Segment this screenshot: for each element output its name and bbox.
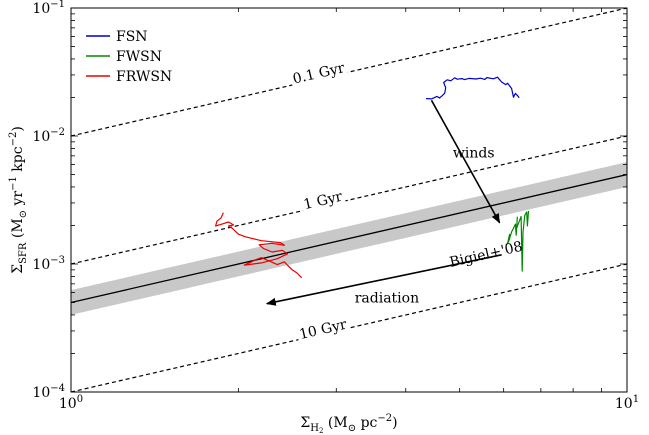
x-tick-label: 101: [615, 394, 639, 412]
series-frwsn-line: [215, 212, 303, 279]
arrow-label-winds: winds: [453, 145, 495, 161]
axis-ticks: 100 101 10−1 10−2 10−3 10−4: [32, 0, 639, 412]
y-axis-label: ΣSFR (M⊙ yr−1 kpc−2): [8, 126, 29, 274]
series-fsn-line: [425, 76, 520, 100]
depletion-label-bg-1: [300, 188, 347, 214]
axis-labels: ΣH2 (M⊙ pc−2) ΣSFR (M⊙ yr−1 kpc−2): [8, 126, 398, 435]
legend-label-frwsn: FRWSN: [116, 69, 172, 85]
depletion-label-bg-0: [289, 59, 349, 89]
y-tick-label: 10−4: [32, 383, 65, 401]
depletion-label-0: 0.1 Gyr: [291, 60, 346, 87]
legend-label-fwsn: FWSN: [116, 49, 162, 65]
legend: FSN FWSN FRWSN: [86, 29, 172, 85]
y-tick-label: 10−2: [32, 127, 65, 145]
depletion-label-2: 10 Gyr: [298, 317, 349, 343]
axes-frame: [70, 7, 628, 393]
depletion-label-bg-2: [295, 316, 351, 344]
legend-label-fsn: FSN: [116, 29, 148, 45]
relation-line: [71, 173, 627, 304]
y-tick-label: 10−3: [32, 255, 65, 273]
x-axis-label: ΣH2 (M⊙ pc−2): [300, 413, 397, 435]
arrow-label-radiation: radiation: [355, 291, 419, 307]
arrow-radiation: [265, 254, 502, 306]
x-tick-label: 100: [59, 394, 83, 412]
series-fwsn-line: [505, 210, 530, 272]
y-tick-label: 10−1: [32, 0, 65, 17]
plot-area: [71, 8, 627, 392]
arrow-winds: [430, 99, 501, 224]
relation-label: Bigiel+'08: [448, 239, 524, 271]
depletion-label-1: 1 Gyr: [302, 189, 344, 213]
